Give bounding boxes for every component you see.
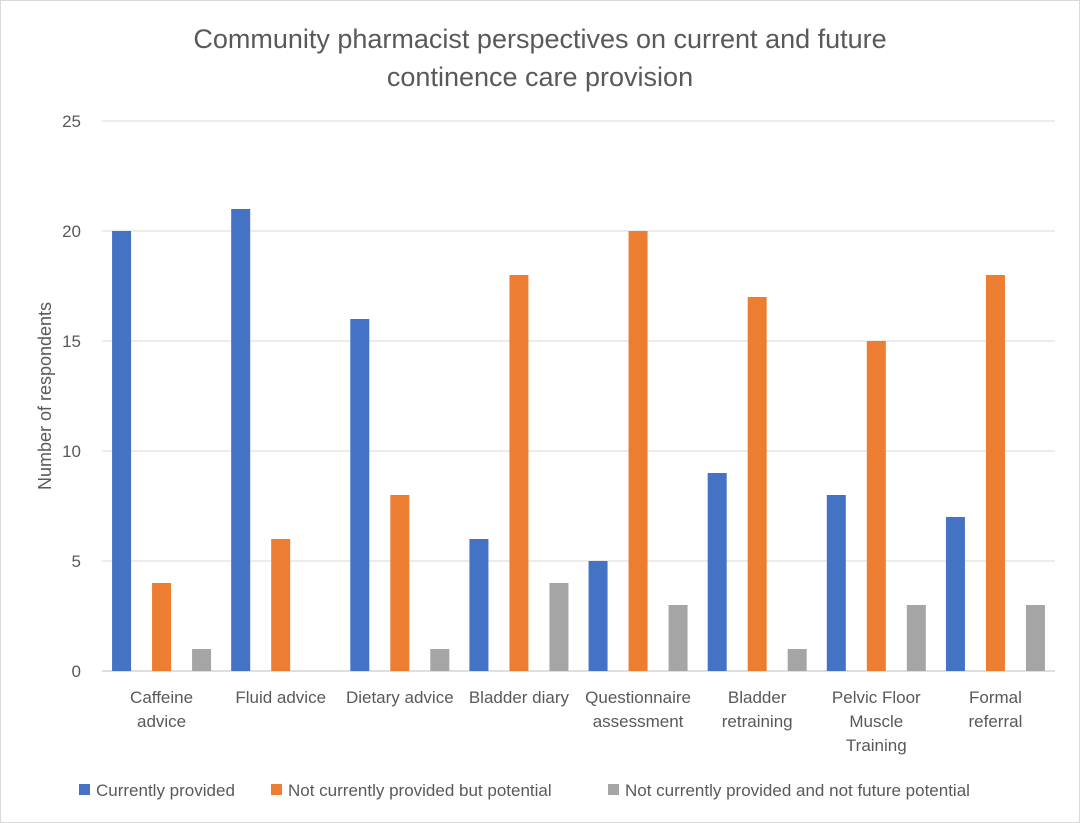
x-category-label: assessment: [593, 712, 684, 731]
x-category-label: Muscle: [849, 712, 903, 731]
bar-potential: [271, 539, 291, 671]
x-category-label: Bladder diary: [469, 688, 570, 707]
y-tick-label: 10: [62, 442, 81, 461]
bar-currently-provided: [826, 495, 846, 671]
bar-currently-provided: [469, 539, 489, 671]
x-category-label: Questionnaire: [585, 688, 691, 707]
x-category-label: Bladder: [728, 688, 787, 707]
bar-not-potential: [906, 605, 926, 671]
bar-currently-provided: [231, 209, 251, 671]
y-tick-label: 0: [72, 662, 81, 681]
bar-not-potential: [549, 583, 569, 671]
x-category-label: referral: [969, 712, 1023, 731]
y-tick-label: 5: [72, 552, 81, 571]
bar-currently-provided: [707, 473, 727, 671]
bar-potential: [390, 495, 410, 671]
chart-title-line: continence care provision: [387, 62, 693, 92]
bar-potential: [985, 275, 1005, 671]
bar-not-potential: [192, 649, 212, 671]
chart-title-line: Community pharmacist perspectives on cur…: [193, 24, 886, 54]
bar-potential: [747, 297, 767, 671]
bar-potential: [628, 231, 648, 671]
x-category-label: Caffeine: [130, 688, 193, 707]
x-category-label: retraining: [722, 712, 793, 731]
legend-label: Currently provided: [96, 781, 235, 800]
legend-swatch: [79, 784, 90, 795]
legend-label: Not currently provided but potential: [288, 781, 552, 800]
bar-potential: [866, 341, 886, 671]
x-category-label: Pelvic Floor: [832, 688, 921, 707]
bar-currently-provided: [945, 517, 965, 671]
legend-swatch: [271, 784, 282, 795]
bar-currently-provided: [112, 231, 132, 671]
bar-currently-provided: [588, 561, 608, 671]
bar-currently-provided: [350, 319, 370, 671]
x-category-label: Fluid advice: [235, 688, 326, 707]
bar-not-potential: [668, 605, 688, 671]
legend-label: Not currently provided and not future po…: [625, 781, 970, 800]
y-tick-label: 25: [62, 112, 81, 131]
x-category-label: Formal: [969, 688, 1022, 707]
x-category-label: advice: [137, 712, 186, 731]
bar-potential: [509, 275, 529, 671]
x-category-label: Dietary advice: [346, 688, 454, 707]
y-tick-label: 15: [62, 332, 81, 351]
bar-potential: [152, 583, 172, 671]
y-tick-label: 20: [62, 222, 81, 241]
bar-not-potential: [430, 649, 450, 671]
y-axis-title: Number of respondents: [35, 302, 55, 490]
bar-not-potential: [787, 649, 807, 671]
legend-swatch: [608, 784, 619, 795]
bar-not-potential: [1025, 605, 1045, 671]
x-category-label: Training: [846, 736, 907, 755]
